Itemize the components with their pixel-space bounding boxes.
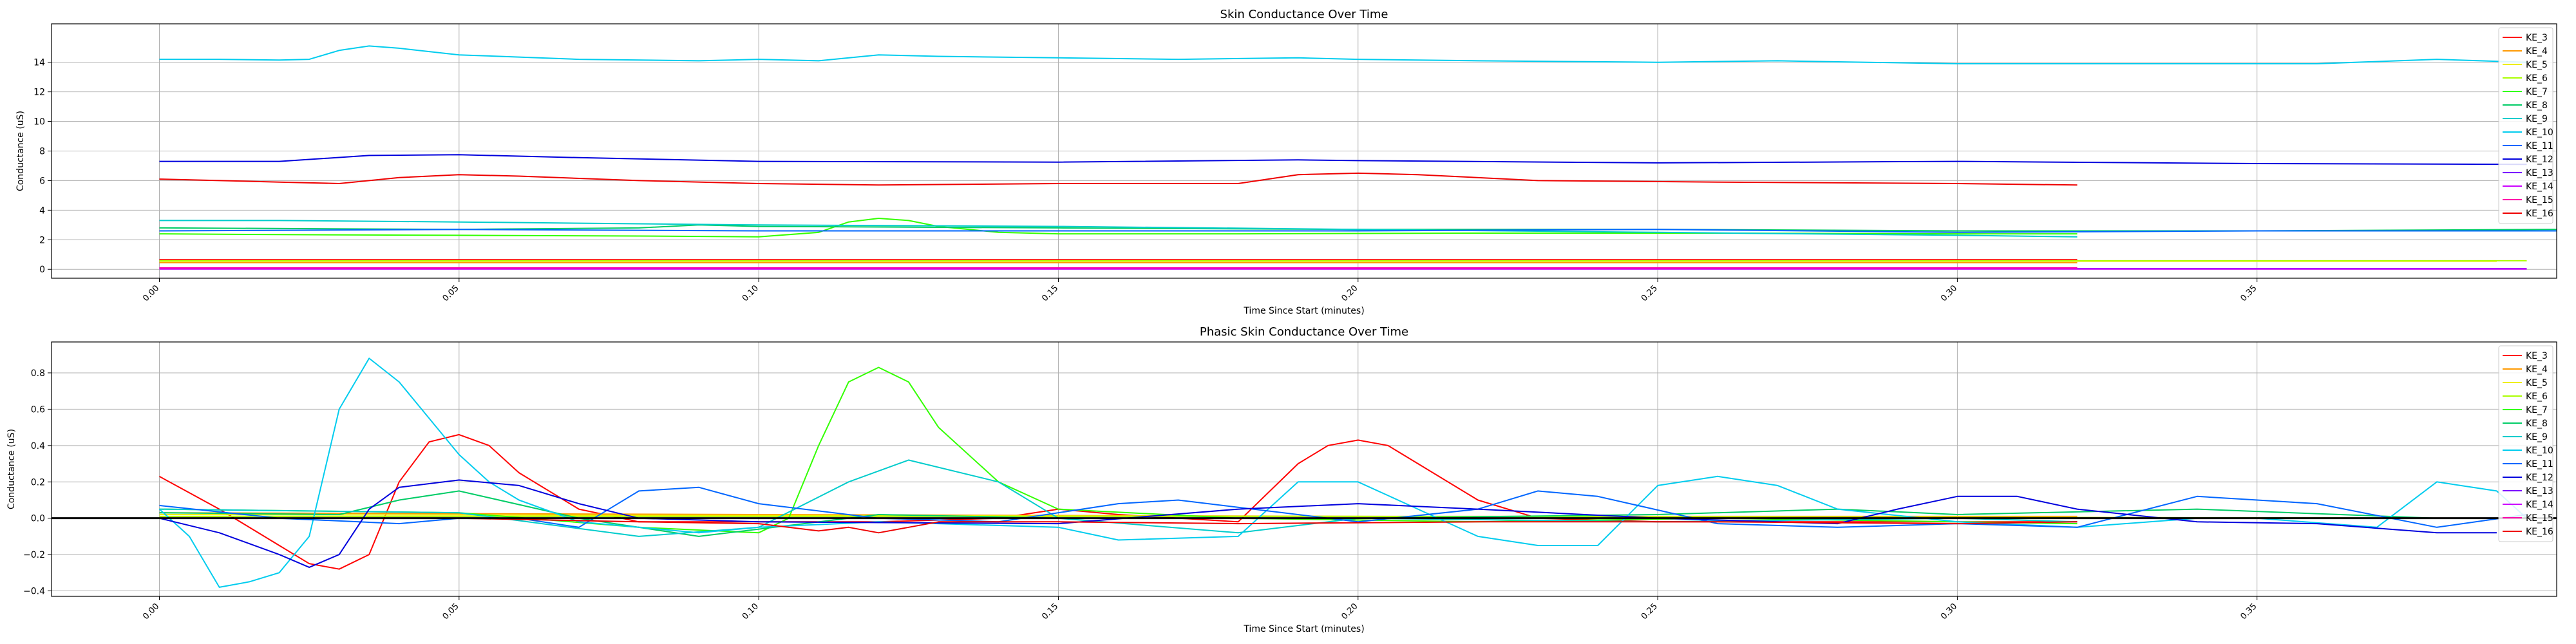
legend-label: KE_12 bbox=[2526, 155, 2553, 165]
y-axis-label: Conductance (uS) bbox=[15, 111, 26, 191]
x-tick-label: 0.00 bbox=[141, 283, 161, 303]
x-tick-label: 0.10 bbox=[741, 283, 761, 303]
legend-label: KE_16 bbox=[2526, 209, 2553, 219]
x-axis-label: Time Since Start (minutes) bbox=[1243, 624, 1364, 634]
series-line-ke-11 bbox=[159, 486, 2527, 528]
y-tick-label: 0 bbox=[39, 265, 45, 275]
x-tick-label: 0.30 bbox=[1939, 601, 1959, 621]
series-line-ke-16 bbox=[159, 517, 2078, 534]
legend-label: KE_5 bbox=[2526, 60, 2548, 70]
y-tick-label: 12 bbox=[33, 88, 45, 98]
x-tick-label: 0.00 bbox=[141, 601, 161, 621]
x-tick-label: 0.30 bbox=[1939, 283, 1959, 303]
x-tick-label: 0.15 bbox=[1040, 283, 1060, 303]
legend-label: KE_10 bbox=[2526, 128, 2553, 138]
y-tick-label: 0.6 bbox=[31, 404, 45, 415]
x-tick-label: 0.15 bbox=[1040, 601, 1060, 621]
legend-label: KE_6 bbox=[2526, 73, 2548, 84]
legend-label: KE_11 bbox=[2526, 459, 2553, 469]
legend: KE_3 KE_4 KE_5 KE_6 KE_7 KE_8 KE_9 KE_10 KE_11 KE… bbox=[2498, 27, 2553, 224]
legend: KE_3 KE_4 KE_5 KE_6 KE_7 KE_8 KE_9 KE_10 KE_11 KE… bbox=[2498, 345, 2553, 542]
legend-label: KE_9 bbox=[2526, 432, 2548, 442]
y-tick-label: 0.4 bbox=[31, 441, 45, 451]
x-tick-label: 0.20 bbox=[1340, 601, 1360, 621]
legend-label: KE_10 bbox=[2526, 446, 2553, 456]
series-line-ke-10 bbox=[159, 45, 2527, 64]
series-line-ke-7 bbox=[159, 218, 2078, 238]
legend-label: KE_14 bbox=[2526, 500, 2553, 510]
legend-label: KE_5 bbox=[2526, 378, 2548, 388]
legend-label: KE_13 bbox=[2526, 486, 2553, 497]
x-axis-label: Time Since Start (minutes) bbox=[1243, 306, 1364, 316]
legend-box bbox=[2498, 345, 2553, 542]
y-tick-label: 4 bbox=[39, 205, 45, 216]
series-line-ke-8 bbox=[159, 224, 2557, 232]
series-line-ke-10 bbox=[158, 357, 2528, 588]
x-tick-label: 0.35 bbox=[2239, 601, 2259, 621]
legend-label: KE_16 bbox=[2526, 527, 2553, 537]
series-line-ke-11 bbox=[159, 229, 2557, 233]
plot-frame bbox=[51, 341, 2557, 597]
legend-label: KE_4 bbox=[2526, 365, 2548, 375]
y-tick-label: 14 bbox=[33, 58, 45, 68]
x-tick-label: 0.05 bbox=[441, 601, 461, 621]
legend-label: KE_8 bbox=[2526, 419, 2548, 429]
legend-label: KE_4 bbox=[2526, 46, 2548, 57]
y-tick-label: 6 bbox=[39, 176, 45, 186]
y-axis-label: Conductance (uS) bbox=[6, 429, 17, 509]
legend-label: KE_8 bbox=[2526, 100, 2548, 111]
y-tick-label: −0.2 bbox=[23, 550, 45, 560]
series-lines bbox=[159, 45, 2557, 270]
legend-label: KE_12 bbox=[2526, 473, 2553, 483]
x-tick-label: 0.25 bbox=[1640, 283, 1660, 303]
legend-label: KE_3 bbox=[2526, 351, 2548, 361]
y-tick-label: −0.4 bbox=[23, 587, 45, 597]
legend-label: KE_7 bbox=[2526, 405, 2548, 415]
series-line-ke-3 bbox=[159, 433, 2078, 570]
series-line-ke-12 bbox=[159, 479, 2497, 568]
legend-label: KE_3 bbox=[2526, 33, 2548, 43]
chart-title: Phasic Skin Conductance Over Time bbox=[1200, 325, 1408, 339]
series-line-ke-7 bbox=[159, 366, 2078, 534]
legend-label: KE_6 bbox=[2526, 392, 2548, 402]
x-tick-label: 0.35 bbox=[2239, 283, 2259, 303]
x-tick-label: 0.20 bbox=[1340, 283, 1360, 303]
series-line-ke-9 bbox=[159, 220, 2078, 238]
chart-panel-1: 0.00 0.05 0.10 0.15 0.20 0.25 0.30 0.35 0 2 4 6 8 10 1… bbox=[15, 8, 2557, 316]
y-tick-label: 0.8 bbox=[31, 368, 45, 379]
y-tick-label: 8 bbox=[39, 147, 45, 157]
legend-label: KE_15 bbox=[2526, 195, 2553, 205]
legend-label: KE_13 bbox=[2526, 168, 2553, 178]
chart-title: Skin Conductance Over Time bbox=[1220, 8, 1388, 21]
series-line-ke-16 bbox=[159, 172, 2078, 186]
legend-label: KE_9 bbox=[2526, 114, 2548, 124]
chart-panel-2: 0.00 0.05 0.10 0.15 0.20 0.25 0.30 0.35 −0.4 −0.2… bbox=[6, 325, 2557, 634]
y-tick-label: 0.0 bbox=[31, 514, 45, 524]
y-tick-label: 10 bbox=[33, 117, 45, 128]
legend-label: KE_11 bbox=[2526, 141, 2553, 151]
y-tick-label: 0.2 bbox=[31, 477, 45, 488]
x-tick-label: 0.05 bbox=[441, 283, 461, 303]
series-line-ke-12 bbox=[159, 154, 2527, 166]
legend-label: KE_7 bbox=[2526, 87, 2548, 97]
y-tick-label: 2 bbox=[39, 235, 45, 245]
legend-box bbox=[2498, 27, 2553, 224]
legend-label: KE_14 bbox=[2526, 182, 2553, 192]
x-tick-label: 0.10 bbox=[741, 601, 761, 621]
series-lines bbox=[158, 357, 2528, 588]
legend-label: KE_15 bbox=[2526, 513, 2553, 524]
x-tick-label: 0.25 bbox=[1640, 601, 1660, 621]
series-line-ke-9 bbox=[159, 459, 2078, 537]
